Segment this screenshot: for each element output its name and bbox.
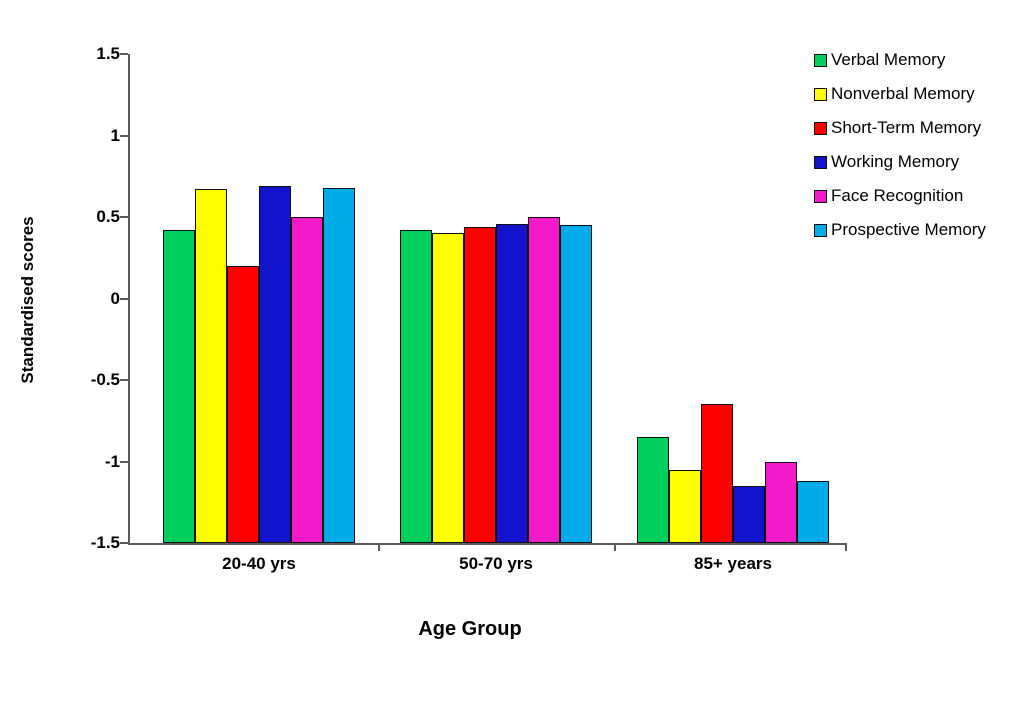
- legend-label-short-term-memory: Short-Term Memory: [831, 118, 982, 137]
- legend-item-short-term-memory: Short-Term Memory: [814, 118, 981, 138]
- legend-item-face-recognition: Face Recognition: [814, 186, 963, 206]
- bar-short-term-memory-85-years: [701, 404, 733, 543]
- legend-swatch-icon-working-memory: [814, 155, 827, 169]
- legend-label-verbal-memory: Verbal Memory: [831, 50, 946, 69]
- legend-label-working-memory: Working Memory: [831, 152, 960, 171]
- legend-label-nonverbal-memory: Nonverbal Memory: [831, 84, 975, 103]
- bar-face-recognition-85-years: [765, 461, 797, 543]
- y-tick-0: [120, 297, 128, 300]
- legend-swatch-icon-face-recognition: [814, 189, 827, 203]
- x-axis-tick-0: [378, 545, 380, 551]
- plot-area: 1.5 1 0.5 0 -0.5 -1 -1.5 20-40 yrs 50-70 yrs 85+ …: [91, 44, 847, 573]
- bar-short-term-memory-50-70-yrs: [464, 226, 496, 543]
- bar-verbal-memory-50-70-yrs: [400, 230, 432, 543]
- y-tick-label-0-5: -0.5: [90, 370, 120, 389]
- x-axis-tick-2: [845, 545, 847, 551]
- legend-item-verbal-memory: Verbal Memory: [814, 50, 945, 70]
- x-category-label-50-70-yrs: 50-70 yrs: [459, 554, 533, 573]
- bar-prospective-memory-20-40-yrs: [323, 187, 355, 543]
- y-tick-1-5: [120, 53, 128, 55]
- bar-prospective-memory-85-years: [797, 481, 829, 543]
- y-tick-label-1-5: 1.5: [96, 44, 120, 63]
- bar-working-memory-50-70-yrs: [496, 223, 528, 543]
- bar-nonverbal-memory-85-years: [669, 469, 701, 543]
- legend-swatch-icon-prospective-memory: [814, 223, 827, 237]
- y-tick-label-1: 1: [110, 125, 120, 145]
- y-tick-label-1: -1: [104, 451, 120, 471]
- legend-swatch-icon-nonverbal-memory: [814, 87, 827, 101]
- bar-verbal-memory-20-40-yrs: [163, 230, 195, 543]
- y-axis-title: Standardised scores: [18, 216, 37, 384]
- bar-short-term-memory-20-40-yrs: [227, 265, 259, 543]
- bar-verbal-memory-85-years: [637, 437, 669, 543]
- y-tick-label-1-5: -1.5: [90, 533, 120, 552]
- x-axis-title: Age Group: [418, 618, 522, 640]
- y-tick-0-5: [120, 379, 128, 381]
- legend-item-prospective-memory: Prospective Memory: [814, 220, 986, 240]
- y-tick-1-5: [120, 542, 128, 544]
- legend-item-working-memory: Working Memory: [814, 152, 959, 172]
- legend-item-nonverbal-memory: Nonverbal Memory: [814, 84, 975, 104]
- bar-face-recognition-50-70-yrs: [528, 217, 560, 543]
- legend-label-face-recognition: Face Recognition: [831, 186, 964, 205]
- y-tick-label-0-5: 0.5: [96, 207, 120, 226]
- y-axis-line: [128, 54, 130, 545]
- bar-face-recognition-20-40-yrs: [291, 217, 323, 543]
- bar-working-memory-20-40-yrs: [259, 186, 291, 543]
- y-tick-0-5: [120, 216, 128, 218]
- legend-label-prospective-memory: Prospective Memory: [831, 220, 986, 239]
- y-tick-1: [120, 134, 128, 137]
- bar-nonverbal-memory-20-40-yrs: [195, 189, 227, 543]
- x-category-label-85-years: 85+ years: [694, 554, 772, 573]
- y-tick-label-0: 0: [110, 288, 120, 308]
- bar-working-memory-85-years: [733, 485, 765, 543]
- legend-swatch-icon-short-term-memory: [814, 121, 827, 135]
- x-category-label-20-40-yrs: 20-40 yrs: [222, 554, 296, 573]
- y-tick-1: [120, 460, 128, 463]
- legend-swatch-icon-verbal-memory: [814, 53, 827, 67]
- x-axis-line: [128, 543, 847, 545]
- bar-prospective-memory-50-70-yrs: [560, 225, 592, 543]
- bar-nonverbal-memory-50-70-yrs: [432, 233, 464, 543]
- x-axis-tick-1: [614, 545, 616, 551]
